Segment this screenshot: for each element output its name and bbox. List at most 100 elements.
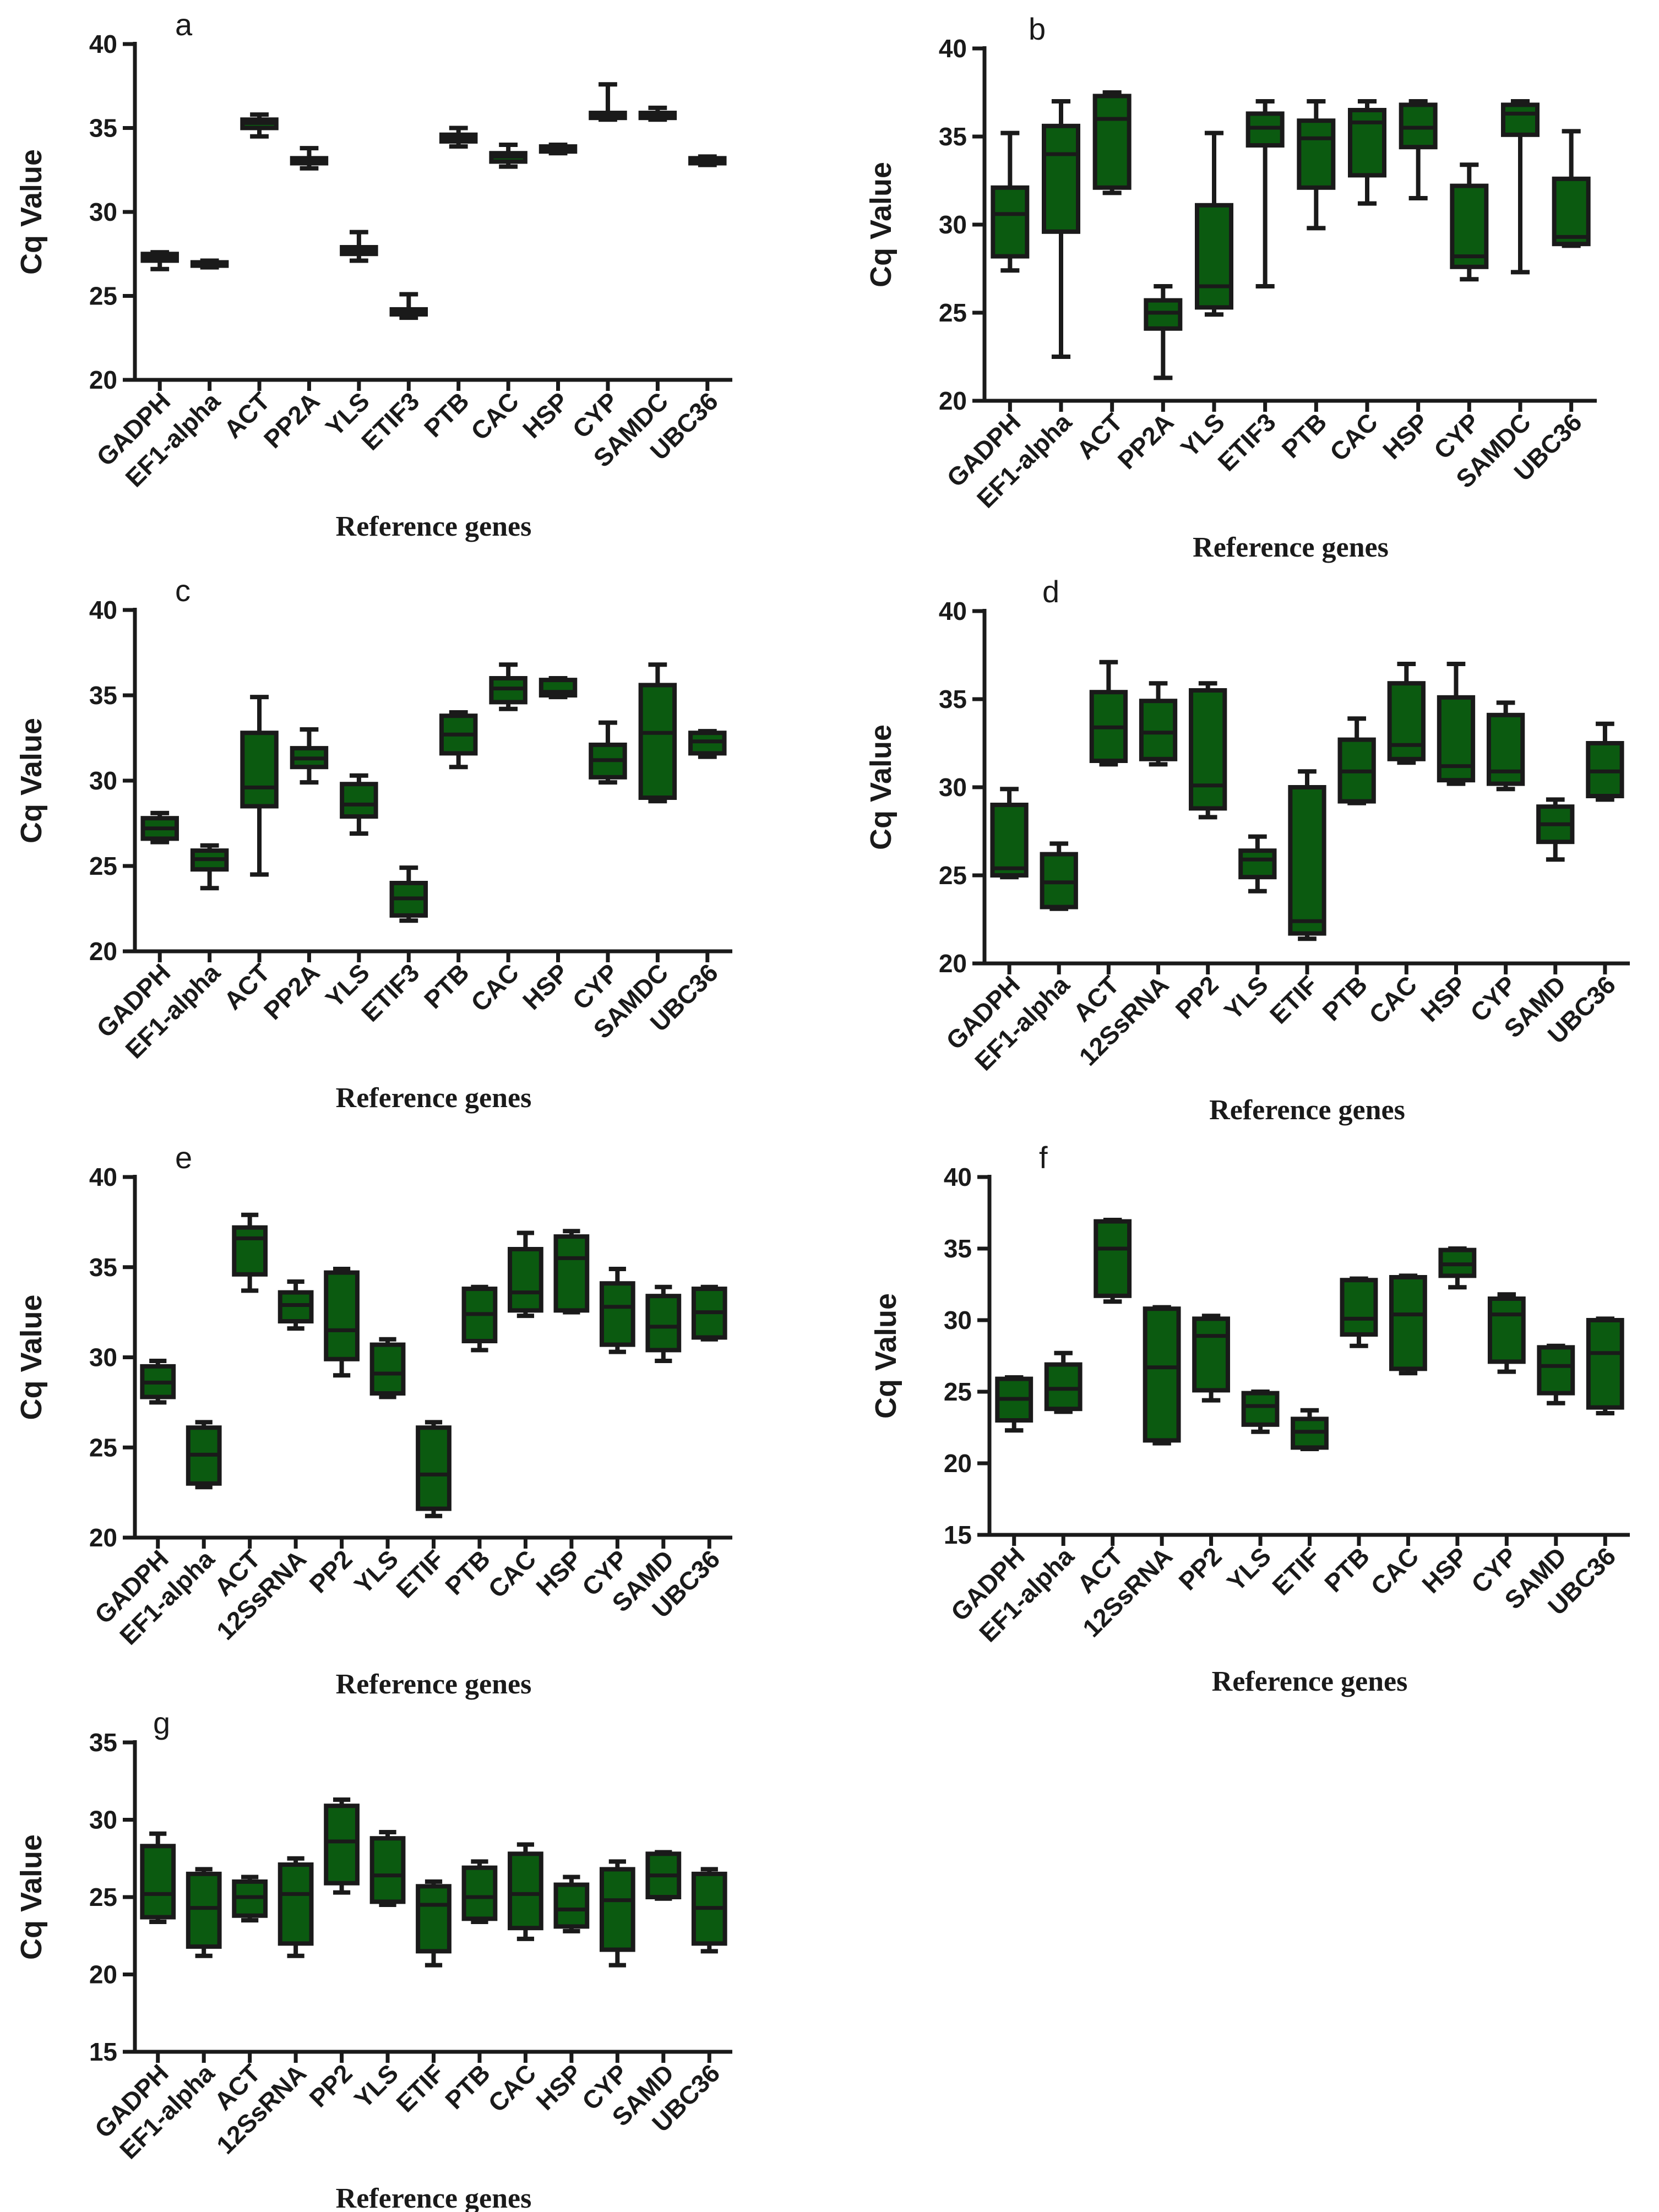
y-tick-label: 20 <box>89 366 117 394</box>
box-samdc <box>1501 99 1540 275</box>
box-iqr <box>599 1281 635 1347</box>
box-ef1-alpha <box>1040 841 1078 911</box>
category-label: PTB <box>439 2058 496 2115</box>
box-iqr <box>1586 1318 1624 1410</box>
y-tick-label: 40 <box>89 596 117 624</box>
category-label: PP2 <box>1173 1541 1227 1595</box>
category-label: PTB <box>1317 970 1373 1026</box>
box-iqr <box>1297 118 1336 190</box>
box-ef1-alpha <box>186 1420 222 1490</box>
category-label: HSP <box>517 958 574 1015</box>
box-act <box>232 1212 268 1293</box>
category-label: CAC <box>465 958 524 1017</box>
box-iqr <box>1192 1316 1230 1393</box>
panel-e: 20 25 30 35 40 Cq Value e GADPH EF1-alpha ACT 12Ss… <box>0 1140 826 1700</box>
box-ef1-alpha <box>190 843 229 891</box>
box-iqr <box>1487 1296 1526 1364</box>
box-cac <box>1348 99 1386 206</box>
category-label: ETIF <box>1266 1541 1325 1600</box>
category-label: PTB <box>1319 1541 1375 1598</box>
box-yls <box>1238 834 1277 893</box>
box-iqr <box>1348 108 1386 178</box>
box-iqr <box>416 1425 452 1511</box>
y-tick-label: 35 <box>89 114 117 143</box>
box-etif <box>416 1420 452 1518</box>
box-iqr <box>1450 183 1489 269</box>
category-label: HSP <box>517 386 574 444</box>
category-label: HSP <box>1377 407 1434 465</box>
category-label: HSP <box>1415 970 1472 1027</box>
category-label: CAC <box>465 386 524 445</box>
category-label: HSP <box>1416 1541 1473 1599</box>
category-label: PTB <box>418 958 475 1014</box>
box-hsp <box>539 143 578 156</box>
box-pp2a <box>1144 284 1183 380</box>
category-label: PP2A <box>1112 407 1179 475</box>
y-tick-label: 20 <box>89 937 117 966</box>
panel-g: 15 20 25 30 35 Cq Value g GADPH EF1-alpha ACT 12Ss… <box>0 1701 826 2212</box>
box-ptb <box>439 710 478 770</box>
box-ptb <box>1297 99 1336 231</box>
box-samdc <box>638 662 677 804</box>
box-iqr <box>638 683 677 800</box>
box-ef1-alpha <box>1042 99 1080 359</box>
box-hsp <box>1437 662 1476 786</box>
box-pp2 <box>1189 681 1227 820</box>
box-pp2 <box>324 1267 360 1378</box>
y-tick-label: 15 <box>944 1521 972 1549</box>
box-iqr <box>508 1851 543 1931</box>
box-pp2 <box>324 1797 360 1895</box>
box-pp2a <box>290 146 329 171</box>
box-ubc36 <box>1586 721 1624 802</box>
panel-letter: a <box>175 7 193 42</box>
box-samdc <box>638 105 677 122</box>
box-iqr <box>1537 1345 1575 1396</box>
category-label: ETIF <box>1264 970 1323 1029</box>
category-label: PTB <box>418 386 475 443</box>
box-samd <box>645 1284 682 1364</box>
category-label: CAC <box>482 1544 541 1603</box>
category-label: PP2 <box>303 1544 357 1598</box>
box-ubc36 <box>1552 129 1591 248</box>
box-12ssrna <box>278 1279 314 1331</box>
box-cac <box>508 1842 543 1941</box>
category-label: PP2 <box>1170 970 1224 1024</box>
y-tick-label: 35 <box>89 681 117 710</box>
box-iqr <box>1189 688 1227 811</box>
x-axis-label: Reference genes <box>336 1669 532 1700</box>
box-iqr <box>1389 1275 1427 1371</box>
y-tick-label: 25 <box>89 282 117 310</box>
x-axis-label: Reference genes <box>336 1082 532 1114</box>
box-yls <box>340 230 378 263</box>
box-iqr <box>186 1871 222 1949</box>
box-ubc36 <box>1586 1316 1624 1415</box>
box-gadph <box>140 810 179 845</box>
box-iqr <box>1241 1391 1280 1427</box>
box-cyp <box>1486 700 1525 792</box>
box-gadph <box>991 130 1030 273</box>
box-yls <box>340 773 378 836</box>
box-iqr <box>1486 712 1525 786</box>
box-iqr <box>324 1270 360 1361</box>
box-etif <box>1291 1408 1329 1451</box>
box-gadph <box>140 1831 176 1924</box>
box-iqr <box>1143 1306 1181 1443</box>
box-iqr <box>1552 176 1591 247</box>
box-etif <box>416 1879 452 1968</box>
y-axis-label: Cq Value <box>15 1834 48 1960</box>
box-ubc36 <box>688 729 727 759</box>
box-iqr <box>1238 848 1277 880</box>
box-iqr <box>461 1865 498 1921</box>
box-hsp <box>539 676 578 700</box>
box-iqr <box>369 1836 406 1904</box>
x-axis-label: Reference genes <box>336 511 532 542</box>
y-axis-label: Cq Value <box>15 1294 48 1420</box>
x-axis-label: Reference genes <box>1212 1666 1408 1697</box>
box-ubc36 <box>688 154 727 167</box>
box-ubc36 <box>691 1867 727 1954</box>
